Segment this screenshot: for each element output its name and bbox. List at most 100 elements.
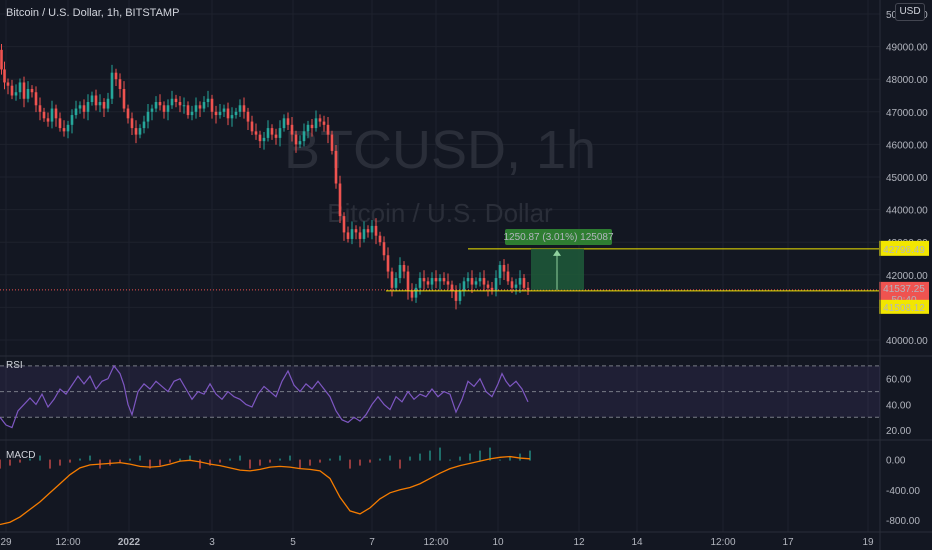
candle-body bbox=[370, 225, 374, 233]
price-axis-label: 46000.00 bbox=[886, 140, 928, 151]
candle-body bbox=[486, 284, 490, 288]
candle-body bbox=[114, 72, 118, 80]
candle-body bbox=[26, 88, 30, 99]
macd-histogram-bar bbox=[9, 459, 11, 466]
time-axis-label: 12:00 bbox=[55, 537, 80, 548]
candle-body bbox=[418, 278, 422, 288]
measure-label: 1250.87 (3.01%) 125087 bbox=[503, 232, 614, 243]
macd-histogram-bar bbox=[339, 455, 341, 461]
candle-body bbox=[466, 278, 470, 282]
candle-body bbox=[62, 128, 66, 132]
macd-histogram-bar bbox=[139, 455, 141, 461]
macd-histogram-bar bbox=[159, 459, 161, 466]
candle-body bbox=[242, 105, 246, 112]
candle-body bbox=[170, 98, 174, 106]
time-axis-label: 12 bbox=[573, 537, 585, 548]
candle-body bbox=[422, 278, 426, 282]
macd-histogram-bar bbox=[179, 458, 181, 461]
candle-body bbox=[222, 108, 226, 112]
candle-body bbox=[446, 281, 450, 285]
candle-body bbox=[346, 232, 350, 239]
candle-body bbox=[218, 111, 222, 116]
candle-body bbox=[210, 98, 214, 112]
price-axis-label: 40000.00 bbox=[886, 336, 928, 347]
macd-histogram-bar bbox=[429, 450, 431, 461]
candle-body bbox=[10, 85, 14, 96]
rsi-band-fill bbox=[0, 365, 880, 418]
macd-histogram-bar bbox=[259, 459, 261, 466]
candle-body bbox=[450, 284, 454, 292]
candle-body bbox=[274, 134, 278, 138]
candle-body bbox=[58, 118, 62, 129]
macd-histogram-bar bbox=[329, 458, 331, 461]
candle-body bbox=[342, 216, 346, 233]
candle-body bbox=[6, 82, 10, 86]
candle-body bbox=[82, 105, 86, 112]
candle-body bbox=[102, 102, 106, 109]
price-axis-label: 47000.00 bbox=[886, 108, 928, 119]
macd-histogram-bar bbox=[389, 455, 391, 461]
candle-body bbox=[182, 105, 186, 107]
rsi-axis-label: 60.00 bbox=[886, 375, 911, 386]
candle-body bbox=[110, 72, 114, 99]
macd-histogram-bar bbox=[199, 459, 201, 469]
candle-body bbox=[334, 150, 338, 184]
candle-body bbox=[350, 229, 354, 239]
macd-histogram-bar bbox=[279, 458, 281, 461]
currency-button[interactable]: USD bbox=[895, 3, 925, 21]
price-axis-label: 48000.00 bbox=[886, 75, 928, 86]
macd-histogram-bar bbox=[299, 459, 301, 469]
lower-level-label: 41508.12 bbox=[883, 303, 925, 314]
macd-line bbox=[0, 455, 531, 526]
time-axis-label: 10 bbox=[492, 537, 504, 548]
macd-axis-label: -800.00 bbox=[886, 516, 920, 527]
candle-body bbox=[510, 281, 514, 288]
candle-body bbox=[362, 229, 366, 239]
candle-body bbox=[394, 278, 398, 288]
time-axis-label: 2022 bbox=[118, 537, 141, 548]
macd-histogram-bar bbox=[469, 453, 471, 461]
candle-body bbox=[250, 121, 254, 132]
measure-label-box bbox=[505, 229, 612, 245]
price-axis-label: 44000.00 bbox=[886, 206, 928, 217]
candle-body bbox=[462, 281, 466, 292]
macd-histogram-bar bbox=[89, 455, 91, 461]
candle-body bbox=[426, 281, 430, 285]
candle-body bbox=[3, 69, 6, 83]
target-price-label: 42796.49 bbox=[883, 245, 925, 256]
macd-histogram-bar bbox=[209, 459, 211, 466]
price-axis-label: 42000.00 bbox=[886, 271, 928, 282]
macd-histogram-bar bbox=[349, 459, 351, 469]
candle-body bbox=[258, 134, 262, 142]
candle-body bbox=[262, 137, 266, 142]
candle-body bbox=[478, 278, 482, 282]
candle-body bbox=[22, 82, 26, 99]
candle-body bbox=[134, 128, 138, 135]
candle-body bbox=[458, 291, 462, 301]
macd-histogram-bar bbox=[419, 453, 421, 461]
candle-body bbox=[226, 108, 230, 119]
candle-body bbox=[502, 265, 506, 272]
macd-histogram-bar bbox=[399, 459, 401, 469]
macd-histogram-bar bbox=[59, 459, 61, 466]
candle-body bbox=[330, 134, 334, 151]
macd-histogram-bar bbox=[509, 456, 511, 461]
candle-body bbox=[106, 98, 110, 109]
candle-body bbox=[402, 265, 406, 272]
lower-level-badge bbox=[879, 299, 929, 314]
candle-body bbox=[306, 124, 310, 132]
macd-histogram-bar bbox=[109, 459, 111, 466]
candle-body bbox=[282, 118, 286, 129]
candle-body bbox=[234, 111, 238, 116]
candle-body bbox=[498, 265, 502, 279]
candle-body bbox=[494, 278, 498, 292]
macd-histogram-bar bbox=[479, 450, 481, 461]
last-price-label: 41537.25 bbox=[883, 284, 925, 295]
time-axis-label: 7 bbox=[369, 537, 375, 548]
macd-histogram-bar bbox=[79, 458, 81, 461]
candle-body bbox=[270, 128, 274, 135]
macd-histogram-bar bbox=[309, 459, 311, 466]
candle-body bbox=[514, 284, 518, 288]
candle-body bbox=[430, 278, 434, 285]
